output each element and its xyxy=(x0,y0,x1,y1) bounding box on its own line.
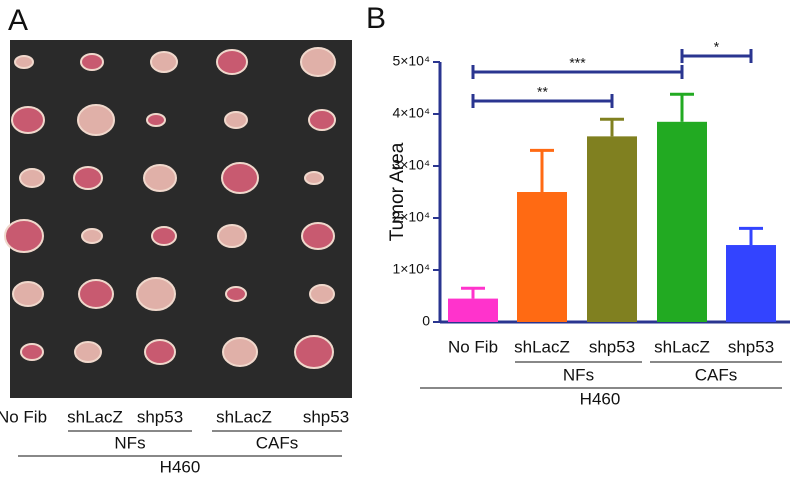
lane-label: shp53 xyxy=(303,407,349,426)
tumor xyxy=(309,284,335,304)
group-label: H460 xyxy=(580,389,621,408)
tumor xyxy=(4,219,44,253)
x-tick-label: shLacZ xyxy=(514,337,570,356)
tumor xyxy=(11,106,45,134)
significance-label: * xyxy=(714,39,720,55)
y-axis-label: Tumor Area xyxy=(387,142,408,241)
x-tick-label: shp53 xyxy=(728,337,774,356)
y-tick-label: 2×10⁴ xyxy=(392,209,430,225)
y-tick-label: 0 xyxy=(422,313,430,329)
tumor xyxy=(300,47,336,77)
tumor xyxy=(14,55,34,69)
bar xyxy=(448,298,498,322)
tumor xyxy=(224,111,248,129)
tumor xyxy=(225,286,247,302)
y-tick-label: 1×10⁴ xyxy=(392,261,430,277)
lane-label: No Fib xyxy=(0,407,47,426)
tumor xyxy=(150,51,178,73)
tumor xyxy=(20,343,44,361)
tumor xyxy=(221,162,259,194)
y-tick-label: 4×10⁴ xyxy=(392,105,430,121)
group-label: NFs xyxy=(563,365,594,384)
panel-label: B xyxy=(366,2,386,35)
group-label: NFs xyxy=(114,433,145,452)
tumor xyxy=(294,335,334,369)
tumor xyxy=(146,113,166,127)
lane-label: shLacZ xyxy=(67,407,123,426)
lane-label: shLacZ xyxy=(216,407,272,426)
y-tick-label: 5×10⁴ xyxy=(392,53,430,69)
photo xyxy=(10,40,352,398)
tumor xyxy=(136,277,176,311)
tumor xyxy=(151,226,177,246)
bar xyxy=(657,121,707,322)
tumor xyxy=(81,228,103,244)
tumor xyxy=(143,164,177,192)
tumor xyxy=(77,104,115,136)
significance-bracket xyxy=(471,94,614,108)
y-tick-label: 3×10⁴ xyxy=(392,157,430,173)
x-tick-label: No Fib xyxy=(448,337,498,356)
tumor xyxy=(78,279,114,309)
group-label: CAFs xyxy=(695,365,738,384)
tumor xyxy=(304,171,324,185)
significance-bracket xyxy=(471,65,684,79)
tumor xyxy=(144,339,176,365)
tumor xyxy=(217,224,247,248)
lane-label: shp53 xyxy=(137,407,183,426)
tumor xyxy=(216,49,248,75)
tumor xyxy=(74,341,102,363)
tumor xyxy=(308,109,336,131)
significance-label: ** xyxy=(537,84,548,100)
tumor xyxy=(12,281,44,307)
x-tick-label: shp53 xyxy=(589,337,635,356)
group-label: H460 xyxy=(160,457,201,476)
significance-label: *** xyxy=(569,55,586,71)
panel-label: A xyxy=(8,4,28,37)
significance-bracket xyxy=(680,49,753,63)
tumor xyxy=(301,222,335,250)
bar xyxy=(726,245,776,322)
x-tick-label: shLacZ xyxy=(654,337,710,356)
tumor xyxy=(222,337,258,367)
bar xyxy=(587,136,637,322)
bar xyxy=(517,192,567,322)
tumor xyxy=(19,168,45,188)
tumor xyxy=(73,166,103,190)
tumor xyxy=(80,53,104,71)
group-label: CAFs xyxy=(256,433,299,452)
